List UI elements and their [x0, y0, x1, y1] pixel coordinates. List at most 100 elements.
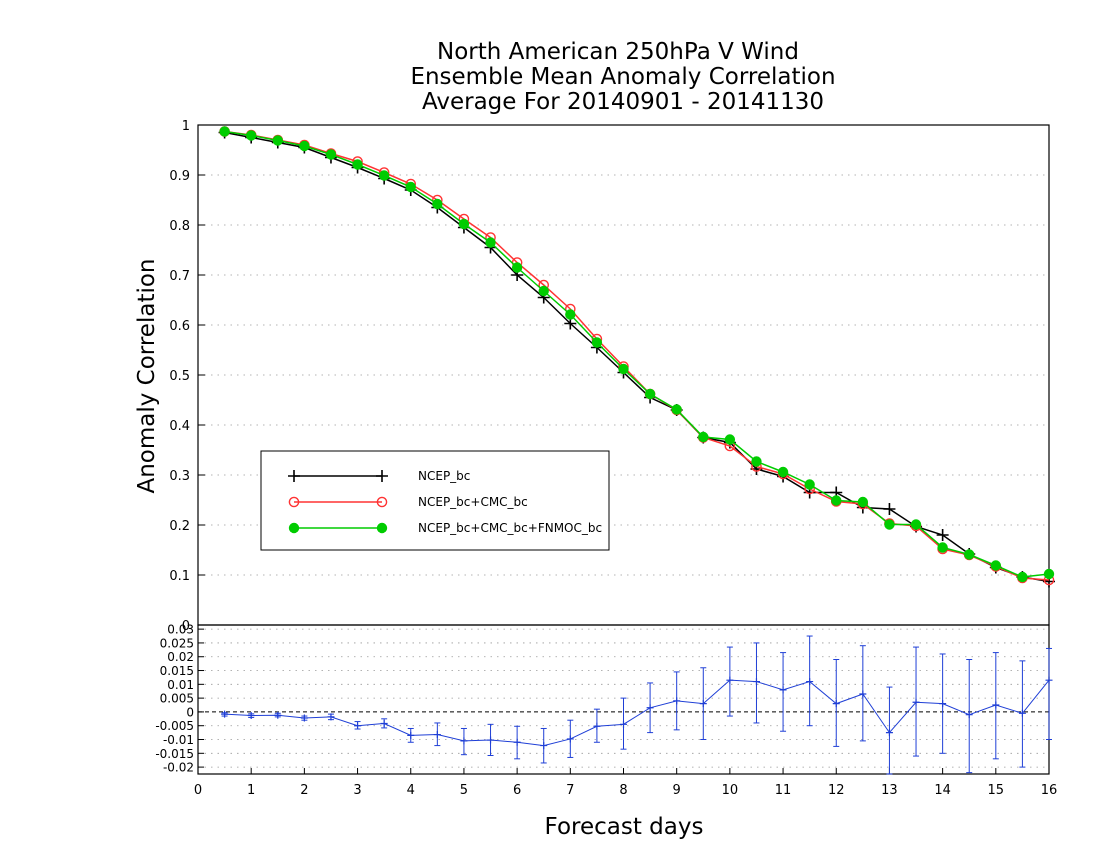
- difference-point: [992, 701, 1000, 709]
- x-tick-label: 9: [673, 783, 681, 798]
- series-2-point: [511, 262, 523, 273]
- y-axis-title: Anomaly Correlation: [134, 258, 160, 493]
- top-y-tick-label: 0: [182, 619, 190, 634]
- difference-point: [859, 690, 867, 698]
- difference-point: [939, 700, 947, 708]
- legend-label-2: NCEP_bc+CMC_bc+FNMOC_bc: [418, 521, 602, 535]
- x-tick-label: 12: [828, 783, 845, 798]
- legend-marker-0: [288, 470, 300, 482]
- title-line-3: Average For 20140901 - 20141130: [422, 89, 824, 115]
- difference-point: [885, 729, 893, 737]
- series-2-point: [378, 170, 390, 181]
- series-2-point: [964, 549, 975, 560]
- difference-point: [433, 731, 441, 739]
- series-0-point: [936, 529, 949, 541]
- x-tick-label: 5: [460, 783, 468, 798]
- legend-marker-2: [376, 522, 388, 534]
- series-2-point: [804, 479, 815, 490]
- difference-point: [1045, 676, 1053, 684]
- bottom-y-tick-label: 0: [186, 705, 194, 719]
- legend-marker-2: [288, 522, 300, 534]
- x-tick-label: 7: [566, 783, 574, 798]
- series-2-point: [777, 466, 789, 478]
- legend-marker-1: [376, 496, 388, 508]
- difference-point: [752, 678, 760, 686]
- series-2-point: [352, 159, 363, 170]
- series-2-point: [325, 149, 337, 160]
- bottom-y-tick-label: 0.015: [160, 664, 194, 678]
- x-tick-label: 6: [513, 783, 521, 798]
- difference-point: [593, 722, 601, 730]
- difference-point: [806, 678, 814, 686]
- bottom-y-tick-label: 0.005: [160, 692, 194, 706]
- series-2-point: [485, 237, 496, 248]
- difference-point: [726, 676, 734, 684]
- top-y-tick-label: 0.7: [169, 269, 190, 284]
- legend-box: [260, 450, 610, 551]
- difference-point: [460, 737, 468, 745]
- x-axis: 0 1 2 3 4 5 6 7 8 9 10 11 12 13 14 15 16: [194, 768, 1057, 798]
- difference-point: [274, 711, 282, 719]
- legend: NCEP_bc NCEP_bc+CMC_bc NCEP_bc+CMC_bc+FNMO…: [260, 450, 610, 551]
- bottom-y-tick-label: 0.01: [167, 678, 194, 692]
- x-axis-title: Forecast days: [545, 814, 704, 840]
- x-tick-label: 4: [407, 783, 415, 798]
- series-2-point: [565, 309, 576, 320]
- series-2-point: [458, 218, 470, 230]
- series-2-point: [591, 337, 603, 348]
- difference-series-group: [221, 635, 1053, 775]
- difference-point: [513, 738, 521, 746]
- difference-point: [407, 731, 415, 739]
- legend-label-0: NCEP_bc: [418, 469, 470, 483]
- series-2-point: [219, 126, 230, 137]
- series-2-point: [724, 434, 736, 445]
- bottom-y-tick-label: -0.01: [163, 733, 194, 747]
- title-line-1: North American 250hPa V Wind: [437, 39, 799, 65]
- x-tick-label: 14: [934, 783, 951, 798]
- x-tick-label: 1: [247, 783, 255, 798]
- difference-point: [327, 713, 335, 721]
- top-y-tick-label: 0.6: [169, 319, 190, 334]
- difference-point: [912, 698, 920, 706]
- series-2-point: [1017, 571, 1028, 583]
- difference-point: [646, 704, 654, 712]
- series-0-point: [883, 503, 896, 515]
- difference-point: [540, 742, 548, 750]
- series-2-point: [857, 496, 869, 508]
- difference-point: [247, 712, 255, 720]
- bottom-panel-grid: [198, 628, 1049, 768]
- top-y-axis: 0 0.1 0.2 0.3 0.4 0.5 0.6 0.7 0.8 0.9 1: [169, 119, 205, 634]
- top-y-tick-label: 0.4: [169, 419, 190, 434]
- bottom-y-tick-label: -0.015: [155, 747, 194, 761]
- x-tick-label: 13: [881, 783, 898, 798]
- bottom-y-tick-label: -0.02: [163, 761, 194, 775]
- series-2-point: [1043, 568, 1055, 580]
- series-2-point: [299, 140, 310, 152]
- top-y-tick-label: 0.9: [169, 169, 190, 184]
- difference-point: [354, 722, 362, 730]
- top-y-tick-label: 0.8: [169, 219, 190, 234]
- bottom-y-tick-label: -0.005: [155, 719, 194, 733]
- difference-point: [221, 710, 229, 718]
- series-2-point: [432, 198, 443, 210]
- x-tick-label: 11: [775, 783, 792, 798]
- difference-point: [300, 714, 308, 722]
- title-line-2: Ensemble Mean Anomaly Correlation: [410, 64, 835, 90]
- difference-point: [380, 720, 388, 728]
- top-y-tick-label: 0.3: [169, 469, 190, 484]
- series-2-point: [910, 519, 922, 530]
- difference-point: [699, 700, 707, 708]
- top-y-tick-label: 1: [182, 119, 190, 134]
- difference-point: [1018, 709, 1026, 717]
- top-y-tick-label: 0.5: [169, 369, 190, 384]
- series-2-point: [698, 431, 709, 443]
- x-tick-label: 2: [300, 783, 308, 798]
- difference-point: [832, 700, 840, 708]
- series-2-point: [405, 181, 416, 193]
- x-tick-label: 10: [722, 783, 739, 798]
- difference-line: [224, 679, 1050, 747]
- x-tick-label: 15: [988, 783, 1005, 798]
- x-tick-label: 3: [353, 783, 361, 798]
- difference-point: [965, 711, 973, 719]
